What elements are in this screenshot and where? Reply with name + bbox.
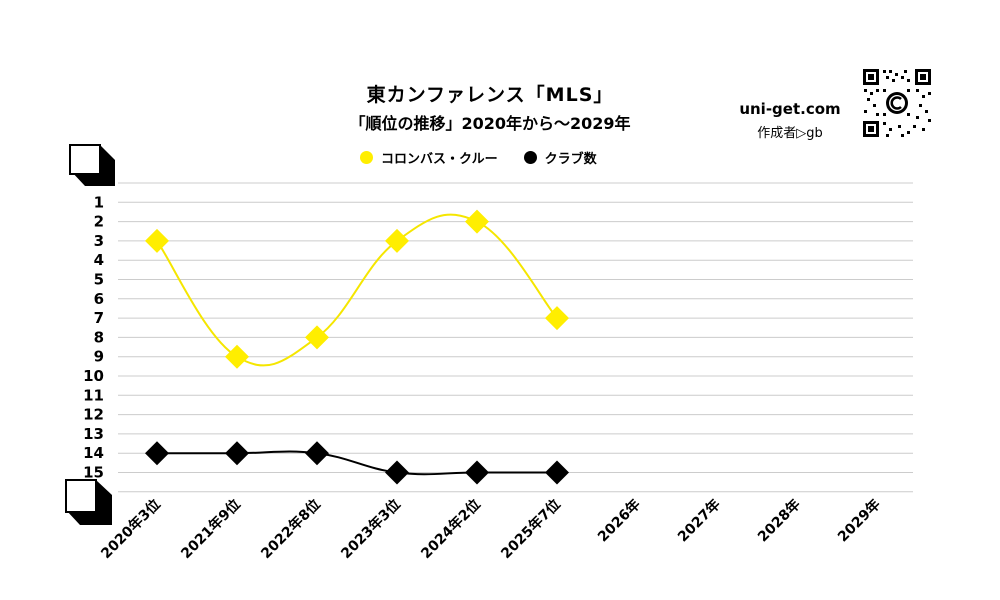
chart-title: 東カンファレンス「MLS」 (366, 84, 614, 106)
legend: コロンバス・クルー クラブ数 (360, 146, 623, 168)
y-tick-label: 13 (83, 425, 104, 443)
data-point-series-1 (385, 228, 409, 253)
series-line-2 (157, 450, 557, 476)
data-point-series-1 (465, 209, 489, 234)
x-tick-label: 2022年8位 (258, 496, 324, 562)
x-tick-label: 2027年 (674, 496, 723, 545)
y-tick-label: 8 (94, 328, 104, 346)
site-brand: uni-get.com (739, 100, 841, 118)
data-point-series-1 (145, 228, 169, 253)
y-tick-label: 6 (94, 290, 104, 308)
data-point-series-2 (305, 441, 329, 466)
y-tick-label: 12 (83, 406, 104, 424)
x-tick-label: 2021年9位 (178, 496, 244, 562)
series-line-1 (156, 213, 558, 367)
y-tick-label: 11 (83, 386, 104, 404)
data-point-series-1 (545, 306, 569, 331)
chart-subtitle: 「順位の推移」2020年から～2029年 (349, 114, 631, 133)
data-point-series-2 (225, 441, 249, 466)
legend-label-series-2: クラブ数 (544, 151, 597, 167)
legend-label-series-1: コロンバス・クルー (381, 151, 498, 167)
y-tick-label: 15 (83, 464, 104, 482)
page-corner-icon (69, 144, 115, 186)
y-tick-label: 2 (94, 213, 104, 231)
data-point-series-2 (385, 460, 409, 485)
data-point-series-1 (305, 325, 329, 350)
legend-item-series-2: クラブ数 (523, 148, 597, 167)
x-tick-label: 2023年3位 (338, 496, 404, 562)
y-tick-label: 3 (94, 232, 104, 250)
y-tick-label: 7 (94, 309, 104, 327)
x-axis-ticks: 2020年3位 2021年9位 2022年8位 2023年3位 2024年2位 2025年… (98, 496, 884, 562)
author-credit: 作成者▷gb (757, 126, 823, 141)
y-tick-label: 9 (94, 348, 104, 366)
x-tick-label: 2025年7位 (498, 496, 564, 562)
y-tick-label: 5 (94, 271, 104, 289)
y-tick-label: 14 (83, 444, 104, 462)
y-tick-label: 4 (94, 251, 104, 269)
x-tick-label: 2026年 (594, 496, 643, 545)
series-markers (145, 209, 569, 485)
grid-lines (118, 182, 913, 493)
y-tick-label: 10 (83, 367, 104, 385)
data-point-series-2 (465, 460, 489, 485)
qr-code-icon (862, 68, 932, 138)
page-corner-icon (65, 479, 112, 525)
data-point-series-1 (225, 344, 249, 369)
x-tick-label: 2029年 (834, 496, 883, 545)
x-tick-label: 2028年 (754, 496, 803, 545)
data-point-series-2 (545, 460, 569, 485)
y-tick-label: 1 (94, 193, 104, 211)
x-tick-label: 2024年2位 (418, 496, 484, 562)
legend-marker-series-2 (523, 150, 537, 164)
series-lines (156, 213, 558, 476)
legend-marker-series-1 (360, 150, 373, 164)
legend-item-series-1: コロンバス・クルー (360, 148, 498, 167)
data-point-series-2 (145, 441, 169, 466)
